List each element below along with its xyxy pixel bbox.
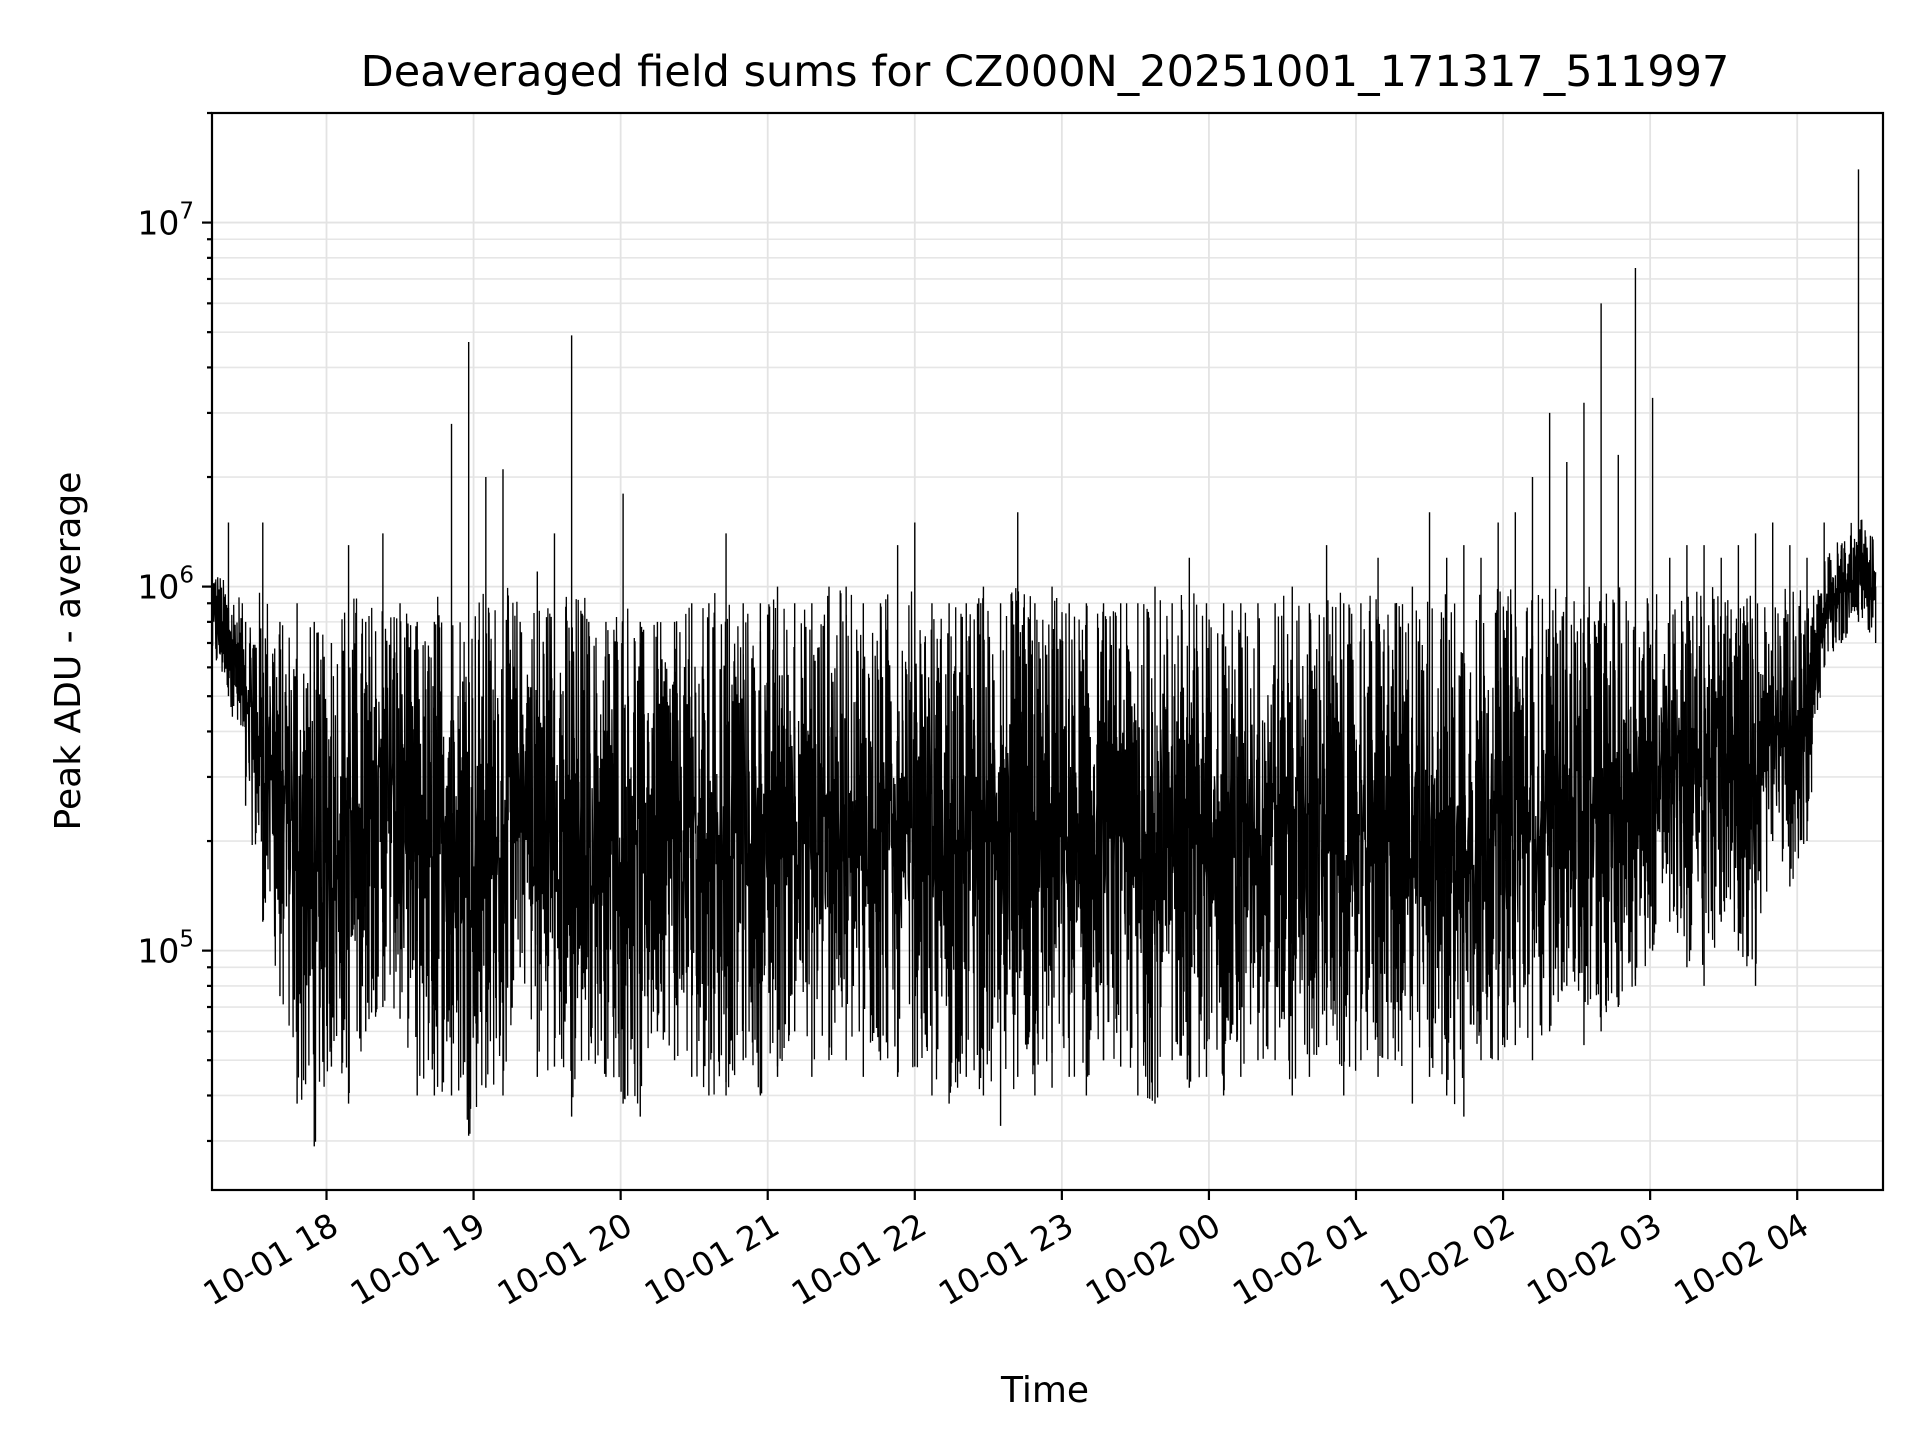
y-tick-exponent: 7 [179,199,194,225]
x-tick-label: 10-02 00 [1079,1205,1227,1313]
x-tick-label: 10-01 22 [785,1205,933,1313]
x-tick-label: 10-01 21 [638,1205,786,1313]
series-layer [212,169,1877,1147]
y-axis-label: Peak ADU - average [48,472,89,831]
x-axis-label: Time [1000,1370,1089,1411]
x-tick-label: 10-02 04 [1667,1205,1815,1313]
y-tick-label: 107 [137,199,194,243]
x-axis-ticks: 10-01 18 10-01 19 10-01 20 10-01 21 10-01 22… [197,1190,1815,1313]
x-tick-label: 10-01 23 [932,1205,1080,1313]
x-tick-label: 10-01 20 [491,1205,639,1313]
plot-frame [210,111,1885,1192]
series-clip-group [212,169,1877,1147]
y-tick-exponent: 6 [179,563,194,589]
x-tick-label: 10-02 01 [1226,1205,1374,1313]
series-line [212,519,1877,1142]
chart-title: Deaveraged field sums for CZ000N_2025100… [361,47,1730,97]
y-tick-label: 106 [137,563,194,607]
y-tick-base: 10 [137,568,179,607]
y-tick-label: 105 [137,927,194,971]
x-tick-label: 10-02 02 [1373,1205,1521,1313]
y-tick-base: 10 [137,204,179,243]
x-tick-label: 10-01 18 [197,1205,345,1313]
y-tick-exponent: 5 [179,927,194,953]
x-tick-label: 10-02 03 [1520,1205,1668,1313]
x-tick-label: 10-01 19 [344,1205,492,1313]
y-tick-base: 10 [137,932,179,971]
